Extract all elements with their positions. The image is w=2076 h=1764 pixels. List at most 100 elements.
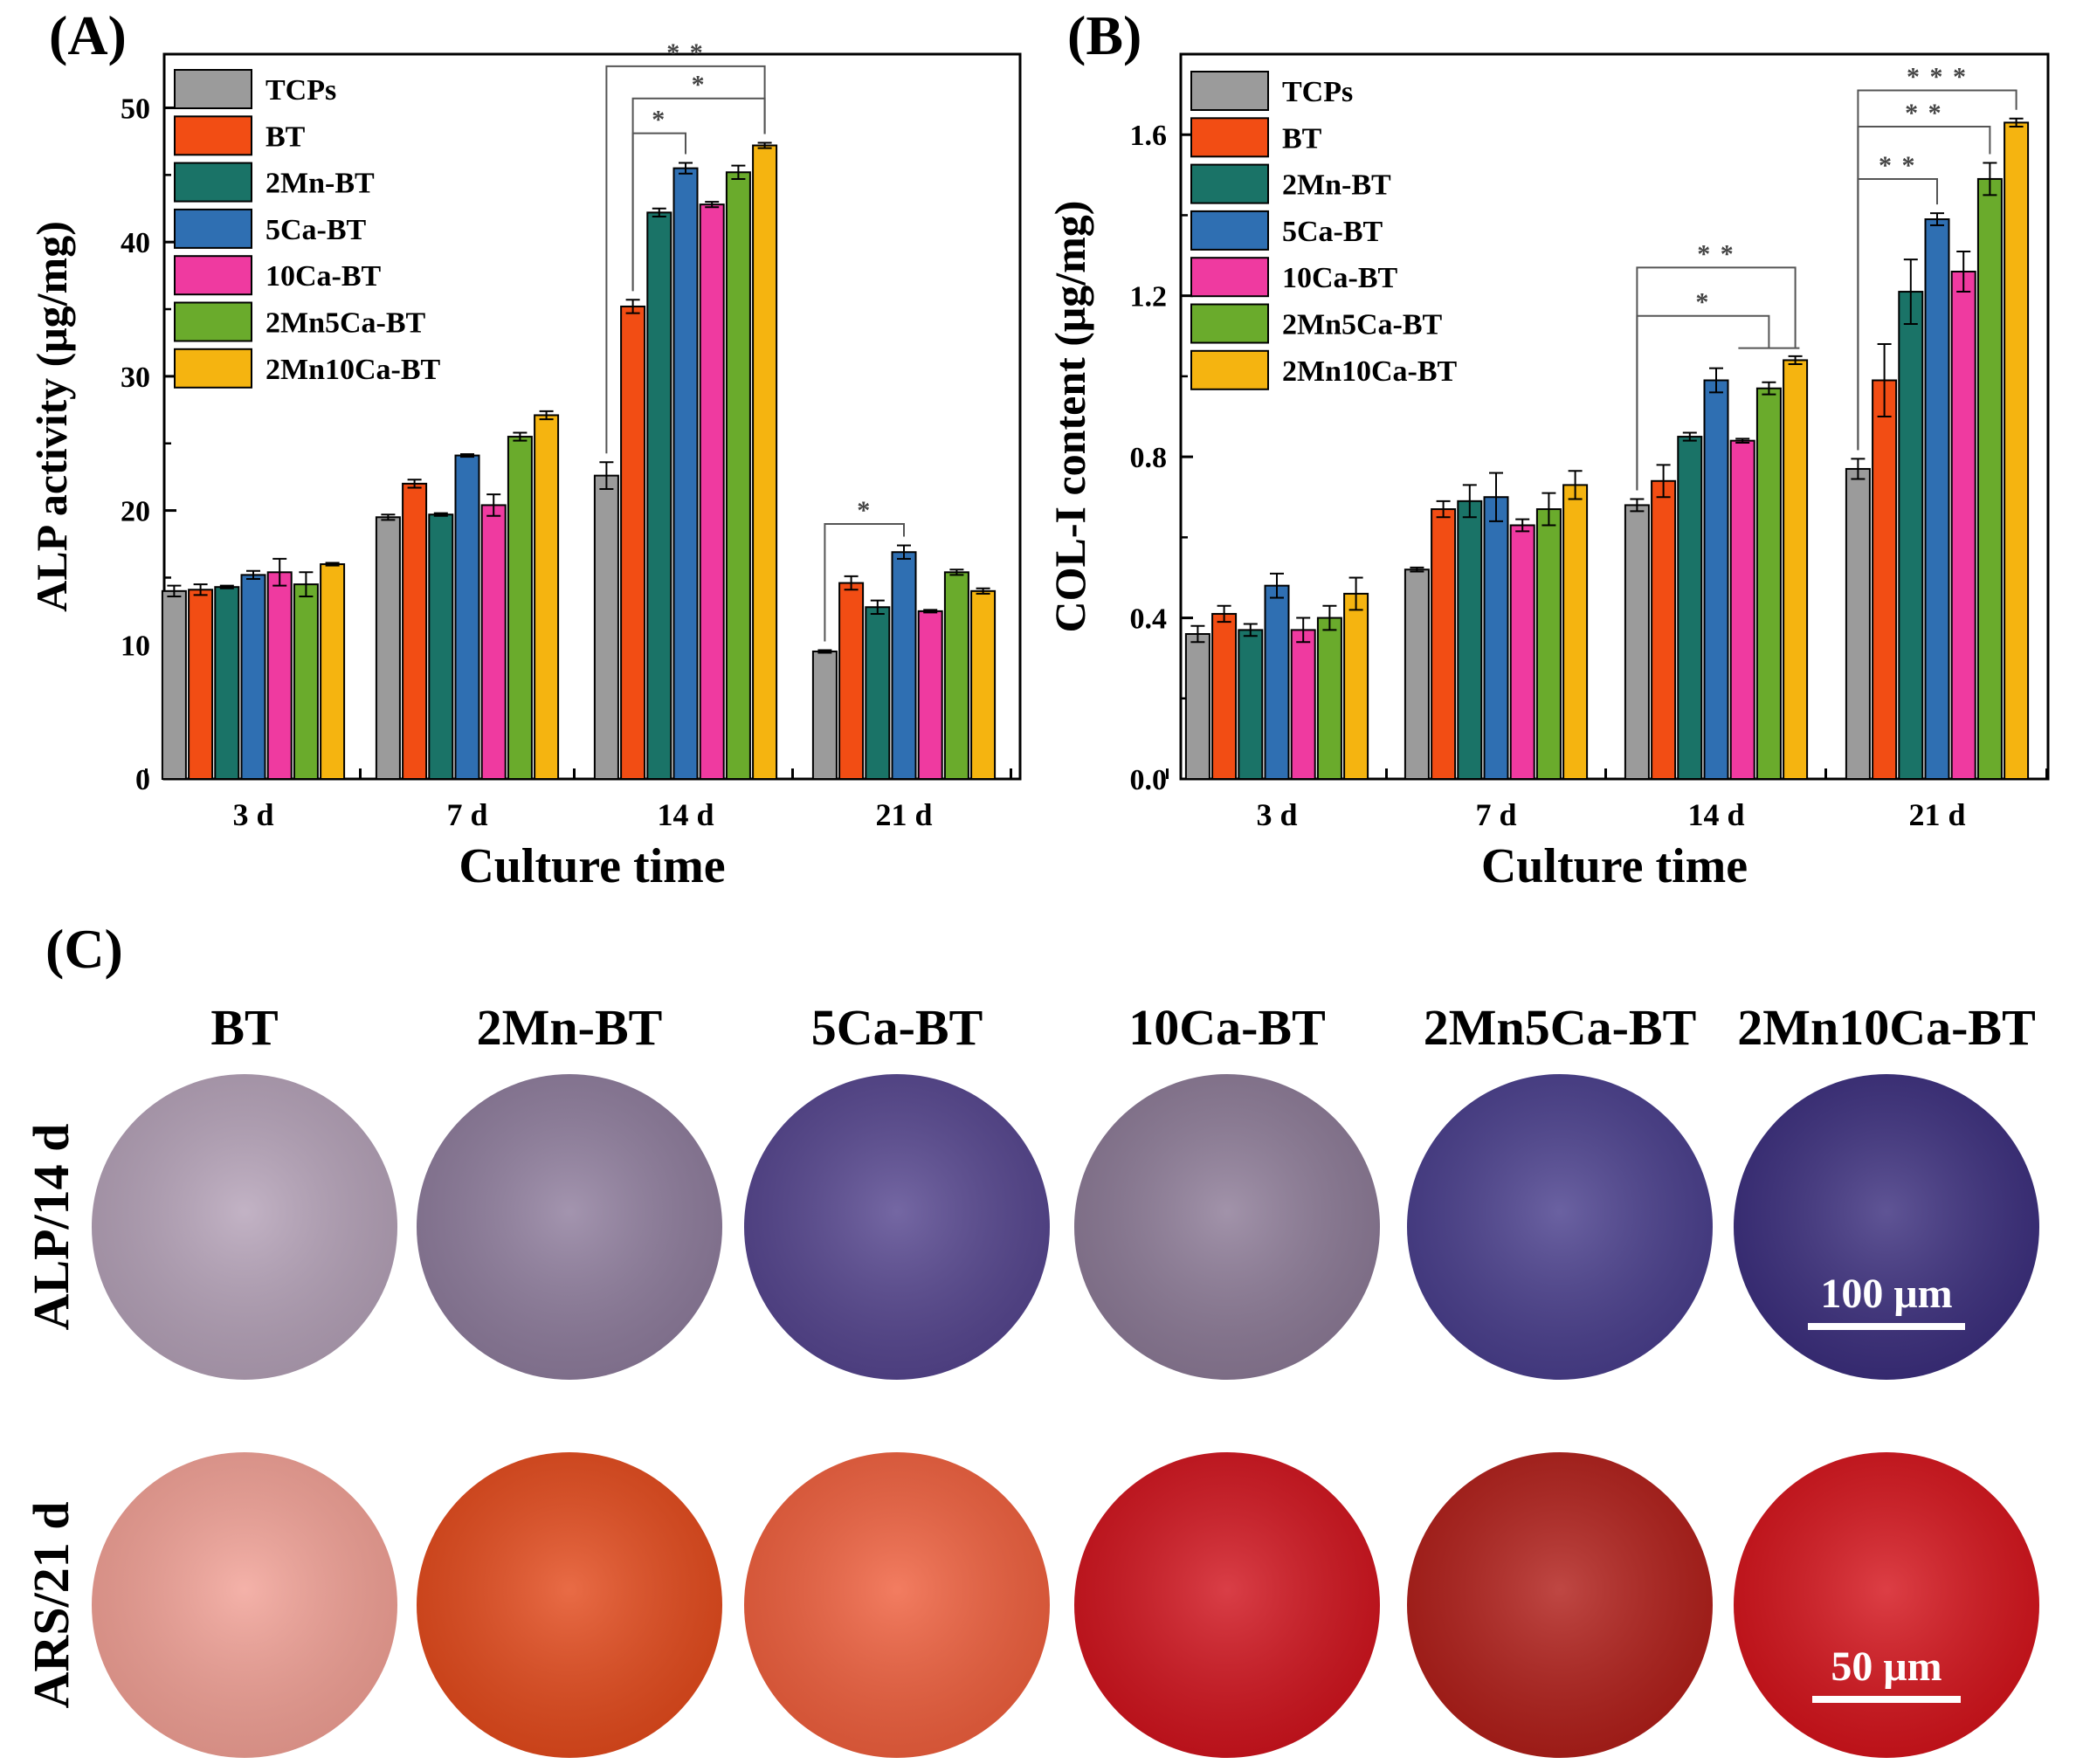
- significance-stars: *: [857, 496, 872, 525]
- bar-5ca-bt-3d: [1264, 584, 1290, 781]
- bar-2mn10ca-bt-21d: [970, 589, 997, 780]
- row-label: ALP/14 d: [23, 1124, 79, 1331]
- legend-label: TCPs: [1282, 76, 1353, 108]
- bar-5ca-bt-21d: [1924, 218, 1950, 781]
- x-axis-label: Culture time: [1481, 839, 1748, 893]
- y-axis-label: COL-I content (μg/mg): [1045, 201, 1094, 633]
- panel-b-label: (B): [1067, 4, 1141, 66]
- bar-10ca-bt-7d: [1509, 524, 1535, 780]
- panel-a-label: (A): [49, 4, 127, 66]
- bar-2mn-bt-7d: [1457, 500, 1483, 780]
- x-axis-label: Culture time: [459, 839, 725, 893]
- x-tick-label: 14 d: [657, 797, 714, 832]
- bar-2mn10ca-bt-14d: [1783, 359, 1809, 780]
- significance-stars: *: [1695, 288, 1710, 317]
- significance-stars: *: [692, 71, 707, 100]
- legend-label: 10Ca-BT: [1282, 262, 1398, 294]
- y-tick-label: 30: [121, 362, 150, 394]
- legend-swatch: [1190, 349, 1269, 390]
- bar-5ca-bt-14d: [1703, 379, 1729, 780]
- legend-label: 5Ca-BT: [1282, 216, 1383, 248]
- legend-swatch: [1190, 163, 1269, 204]
- legend-label: 2Mn-BT: [1282, 169, 1391, 202]
- stain-image-shading: [1407, 1452, 1713, 1758]
- row-label: ARS/21 d: [23, 1502, 79, 1709]
- bar-tcps-7d: [375, 516, 401, 780]
- bar-10ca-bt-14d: [699, 203, 725, 781]
- bar-2mn5ca-bt-21d: [943, 571, 969, 781]
- legend-swatch: [174, 115, 252, 156]
- y-tick-label: 0: [135, 764, 150, 796]
- legend-swatch: [174, 162, 252, 203]
- stain-image-shading: [1407, 1074, 1713, 1380]
- y-tick-label: 1.6: [1130, 120, 1168, 152]
- y-tick-label: 1.2: [1130, 281, 1168, 314]
- bar-10ca-bt-3d: [1290, 629, 1316, 781]
- chart-a-alp-activity: 0 10 20 30 40 50 3 d 7 d 14 d 21 d Culture time ALP…: [27, 38, 1022, 893]
- x-tick-label: 3 d: [232, 797, 273, 832]
- legend-label: 10Ca-BT: [266, 260, 382, 293]
- significance-stars: *: [652, 106, 666, 134]
- bar-5ca-bt-14d: [672, 167, 699, 781]
- significance-stars: * *: [666, 38, 705, 67]
- bar-2mn5ca-bt-3d: [1316, 617, 1342, 780]
- x-tick-label: 7 d: [1475, 797, 1516, 832]
- x-tick-label: 7 d: [446, 797, 487, 832]
- legend-swatch: [1190, 210, 1269, 251]
- bar-2mn-bt-7d: [428, 513, 454, 780]
- bar-2mn-bt-14d: [1677, 436, 1703, 780]
- column-header: 2Mn5Ca-BT: [1424, 999, 1697, 1056]
- bar-5ca-bt-7d: [454, 454, 480, 781]
- x-tick-label: 14 d: [1687, 797, 1744, 832]
- significance-bracket: [1636, 314, 1770, 491]
- legend-label: 5Ca-BT: [266, 214, 367, 246]
- legend-swatch: [1190, 257, 1269, 298]
- bar-2mn10ca-bt-7d: [534, 414, 560, 780]
- chart-b-col1-content: 0.0 0.4 0.8 1.2 1.6 3 d 7 d 14 d 21 d Culture tim…: [1045, 52, 2050, 893]
- legend-swatch: [174, 69, 252, 109]
- stain-image-shading: [92, 1074, 397, 1380]
- bar-2mn-bt-14d: [646, 211, 672, 781]
- scale-bar: [1812, 1696, 1961, 1703]
- column-header: 2Mn-BT: [477, 999, 663, 1056]
- x-tick-label: 3 d: [1256, 797, 1297, 832]
- column-header: 2Mn10Ca-BT: [1737, 999, 2036, 1056]
- stain-image-shading: [417, 1452, 722, 1758]
- legend-label: 2Mn10Ca-BT: [266, 354, 441, 386]
- significance-stars: * *: [1905, 99, 1943, 127]
- scale-bar: [1808, 1323, 1965, 1330]
- bar-bt-7d: [402, 482, 428, 781]
- bar-2mn10ca-bt-3d: [1343, 592, 1369, 781]
- significance-stars: * *: [1879, 151, 1917, 180]
- bar-2mn5ca-bt-21d: [1976, 177, 2003, 780]
- x-tick-label: 21 d: [1908, 797, 1965, 832]
- bar-2mn10ca-bt-7d: [1562, 484, 1589, 781]
- stain-image-shading: [1734, 1452, 2039, 1758]
- stain-image-shading: [1734, 1074, 2039, 1380]
- bar-tcps-14d: [1624, 504, 1650, 780]
- bar-2mn-bt-3d: [1238, 629, 1264, 781]
- bar-2mn5ca-bt-3d: [293, 583, 319, 781]
- significance-stars: * *: [1697, 239, 1735, 268]
- bar-2mn5ca-bt-14d: [725, 171, 751, 780]
- bar-bt-14d: [620, 305, 646, 780]
- panel-c-label: (C): [45, 918, 123, 980]
- y-tick-label: 0.8: [1130, 442, 1168, 474]
- legend-swatch: [1190, 117, 1269, 158]
- bar-tcps-3d: [161, 589, 187, 780]
- legend-label: 2Mn5Ca-BT: [266, 307, 426, 340]
- legend-swatch: [174, 348, 252, 389]
- x-tick-label: 21 d: [875, 797, 932, 832]
- bar-5ca-bt-21d: [891, 551, 917, 780]
- stain-image-shading: [1074, 1452, 1380, 1758]
- bar-2mn5ca-bt-7d: [507, 436, 533, 780]
- y-axis-label: ALP activity (μg/mg): [27, 221, 76, 612]
- bar-10ca-bt-3d: [266, 571, 293, 781]
- bar-2mn-bt-21d: [1898, 291, 1924, 780]
- y-tick-label: 0.0: [1130, 764, 1168, 796]
- bar-2mn-bt-21d: [865, 606, 891, 781]
- y-tick-label: 10: [121, 630, 150, 662]
- bar-10ca-bt-21d: [917, 610, 943, 780]
- legend-label: BT: [1282, 122, 1322, 155]
